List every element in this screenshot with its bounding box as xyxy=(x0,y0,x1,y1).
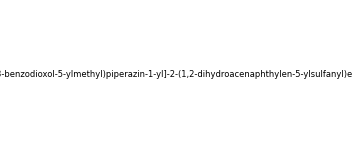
Text: 1-[4-(1,3-benzodioxol-5-ylmethyl)piperazin-1-yl]-2-(1,2-dihydroacenaphthylen-5-y: 1-[4-(1,3-benzodioxol-5-ylmethyl)piperaz… xyxy=(0,70,352,78)
